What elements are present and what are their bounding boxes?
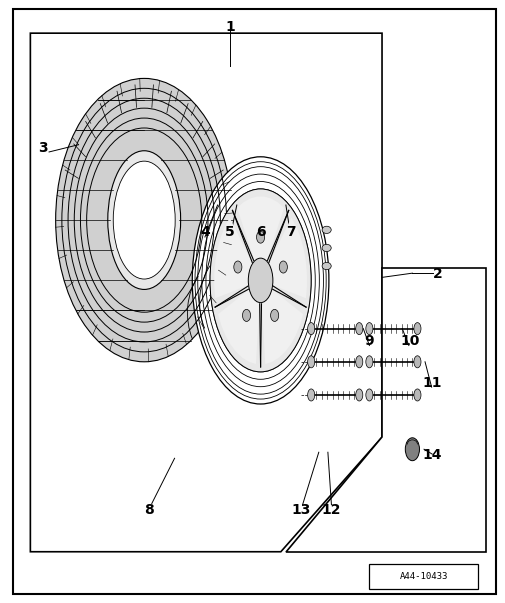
- Text: 3: 3: [38, 140, 48, 155]
- Ellipse shape: [355, 389, 362, 401]
- Ellipse shape: [322, 226, 331, 233]
- Text: 6: 6: [255, 225, 265, 239]
- Polygon shape: [285, 268, 485, 552]
- Ellipse shape: [307, 389, 314, 401]
- Text: A44-10433: A44-10433: [399, 572, 447, 581]
- Ellipse shape: [192, 157, 328, 404]
- Text: 4: 4: [199, 225, 210, 239]
- Ellipse shape: [242, 309, 250, 321]
- Polygon shape: [218, 280, 260, 364]
- Ellipse shape: [413, 389, 420, 401]
- Ellipse shape: [56, 78, 232, 362]
- Text: 5: 5: [225, 225, 235, 239]
- Polygon shape: [30, 33, 381, 552]
- Text: 13: 13: [291, 502, 310, 517]
- Text: 12: 12: [321, 502, 340, 517]
- FancyBboxPatch shape: [369, 564, 477, 589]
- Text: 2: 2: [432, 267, 442, 282]
- Ellipse shape: [322, 262, 331, 270]
- Text: 9: 9: [364, 333, 374, 348]
- Ellipse shape: [113, 161, 175, 279]
- Ellipse shape: [307, 356, 314, 368]
- Ellipse shape: [279, 261, 287, 273]
- Text: 8: 8: [144, 502, 154, 517]
- Ellipse shape: [233, 261, 241, 273]
- Ellipse shape: [108, 151, 180, 289]
- Text: 1: 1: [225, 20, 235, 34]
- Ellipse shape: [405, 438, 419, 461]
- Text: 11: 11: [422, 376, 441, 390]
- Ellipse shape: [365, 356, 372, 368]
- Text: 10: 10: [399, 333, 419, 348]
- Ellipse shape: [256, 231, 264, 243]
- Ellipse shape: [365, 389, 372, 401]
- Ellipse shape: [355, 356, 362, 368]
- Ellipse shape: [365, 323, 372, 335]
- Polygon shape: [260, 218, 307, 298]
- Polygon shape: [214, 218, 260, 298]
- Polygon shape: [260, 280, 302, 364]
- Ellipse shape: [322, 244, 331, 251]
- Text: 14: 14: [422, 448, 441, 463]
- Ellipse shape: [355, 323, 362, 335]
- Polygon shape: [237, 197, 283, 280]
- Text: 7: 7: [285, 225, 295, 239]
- Ellipse shape: [413, 323, 420, 335]
- Ellipse shape: [270, 309, 278, 321]
- Ellipse shape: [210, 189, 311, 372]
- Ellipse shape: [413, 356, 420, 368]
- Ellipse shape: [248, 258, 272, 303]
- Ellipse shape: [307, 323, 314, 335]
